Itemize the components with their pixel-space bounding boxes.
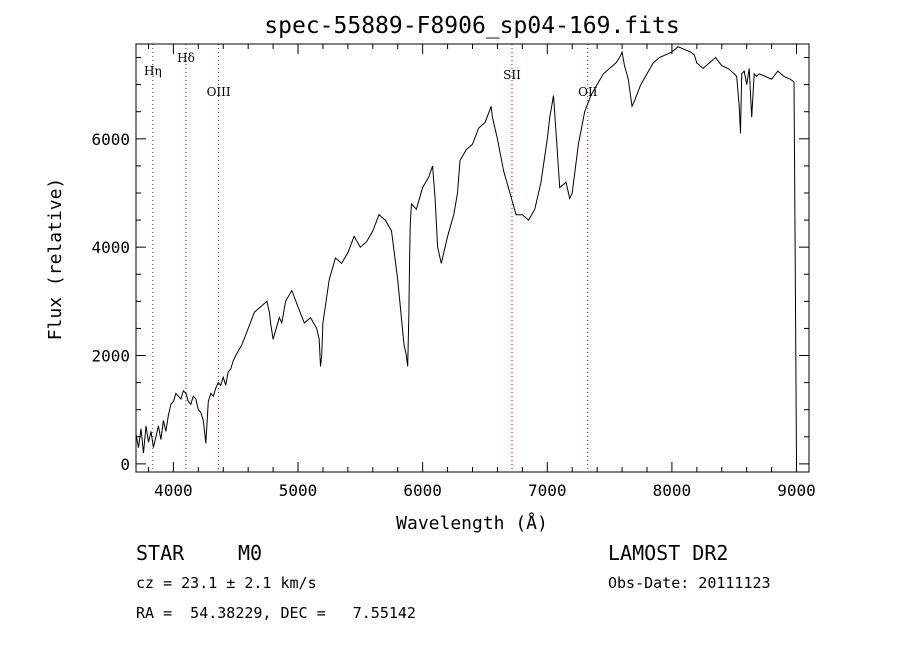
line-marker-label: OIII (207, 85, 231, 99)
x-tick-label: 7000 (528, 481, 567, 500)
x-tick-label: 8000 (653, 481, 692, 500)
y-axis-label: Flux (relative) (45, 178, 66, 341)
line-markers: Hη Hδ OIII SII OII (144, 44, 598, 472)
line-marker-label: Hδ (177, 51, 195, 65)
plot-frame (135, 43, 810, 473)
x-axis-label: Wavelength (Å) (396, 512, 548, 534)
y-tick-label: 4000 (91, 238, 130, 257)
chart-title: spec-55889-F8906_sp04-169.fits (264, 13, 679, 39)
line-marker-label: OII (578, 85, 598, 99)
object-class: STAR (136, 541, 185, 565)
axis-ticks: 4000 5000 6000 7000 8000 9000 0 2000 4000 6000 (91, 44, 816, 500)
survey-label: LAMOST DR2 (608, 541, 729, 565)
x-tick-label: 6000 (403, 481, 442, 500)
redshift-line: cz = 23.1 ± 2.1 km/s (136, 574, 317, 592)
line-marker-label: Hη (144, 64, 162, 78)
spectral-subclass: M0 (238, 541, 263, 565)
spectrum-plot (135, 46, 797, 464)
line-marker-label: SII (503, 68, 521, 82)
coordinates-line: RA = 54.38229, DEC = 7.55142 (136, 604, 416, 622)
observation-date: Obs-Date: 20111123 (608, 574, 771, 592)
spectrum-line (135, 46, 797, 464)
y-tick-label: 0 (120, 455, 130, 474)
y-tick-label: 2000 (91, 347, 130, 366)
x-tick-label: 5000 (279, 481, 318, 500)
x-tick-label: 9000 (777, 481, 816, 500)
y-tick-label: 6000 (91, 130, 130, 149)
x-tick-label: 4000 (154, 481, 193, 500)
